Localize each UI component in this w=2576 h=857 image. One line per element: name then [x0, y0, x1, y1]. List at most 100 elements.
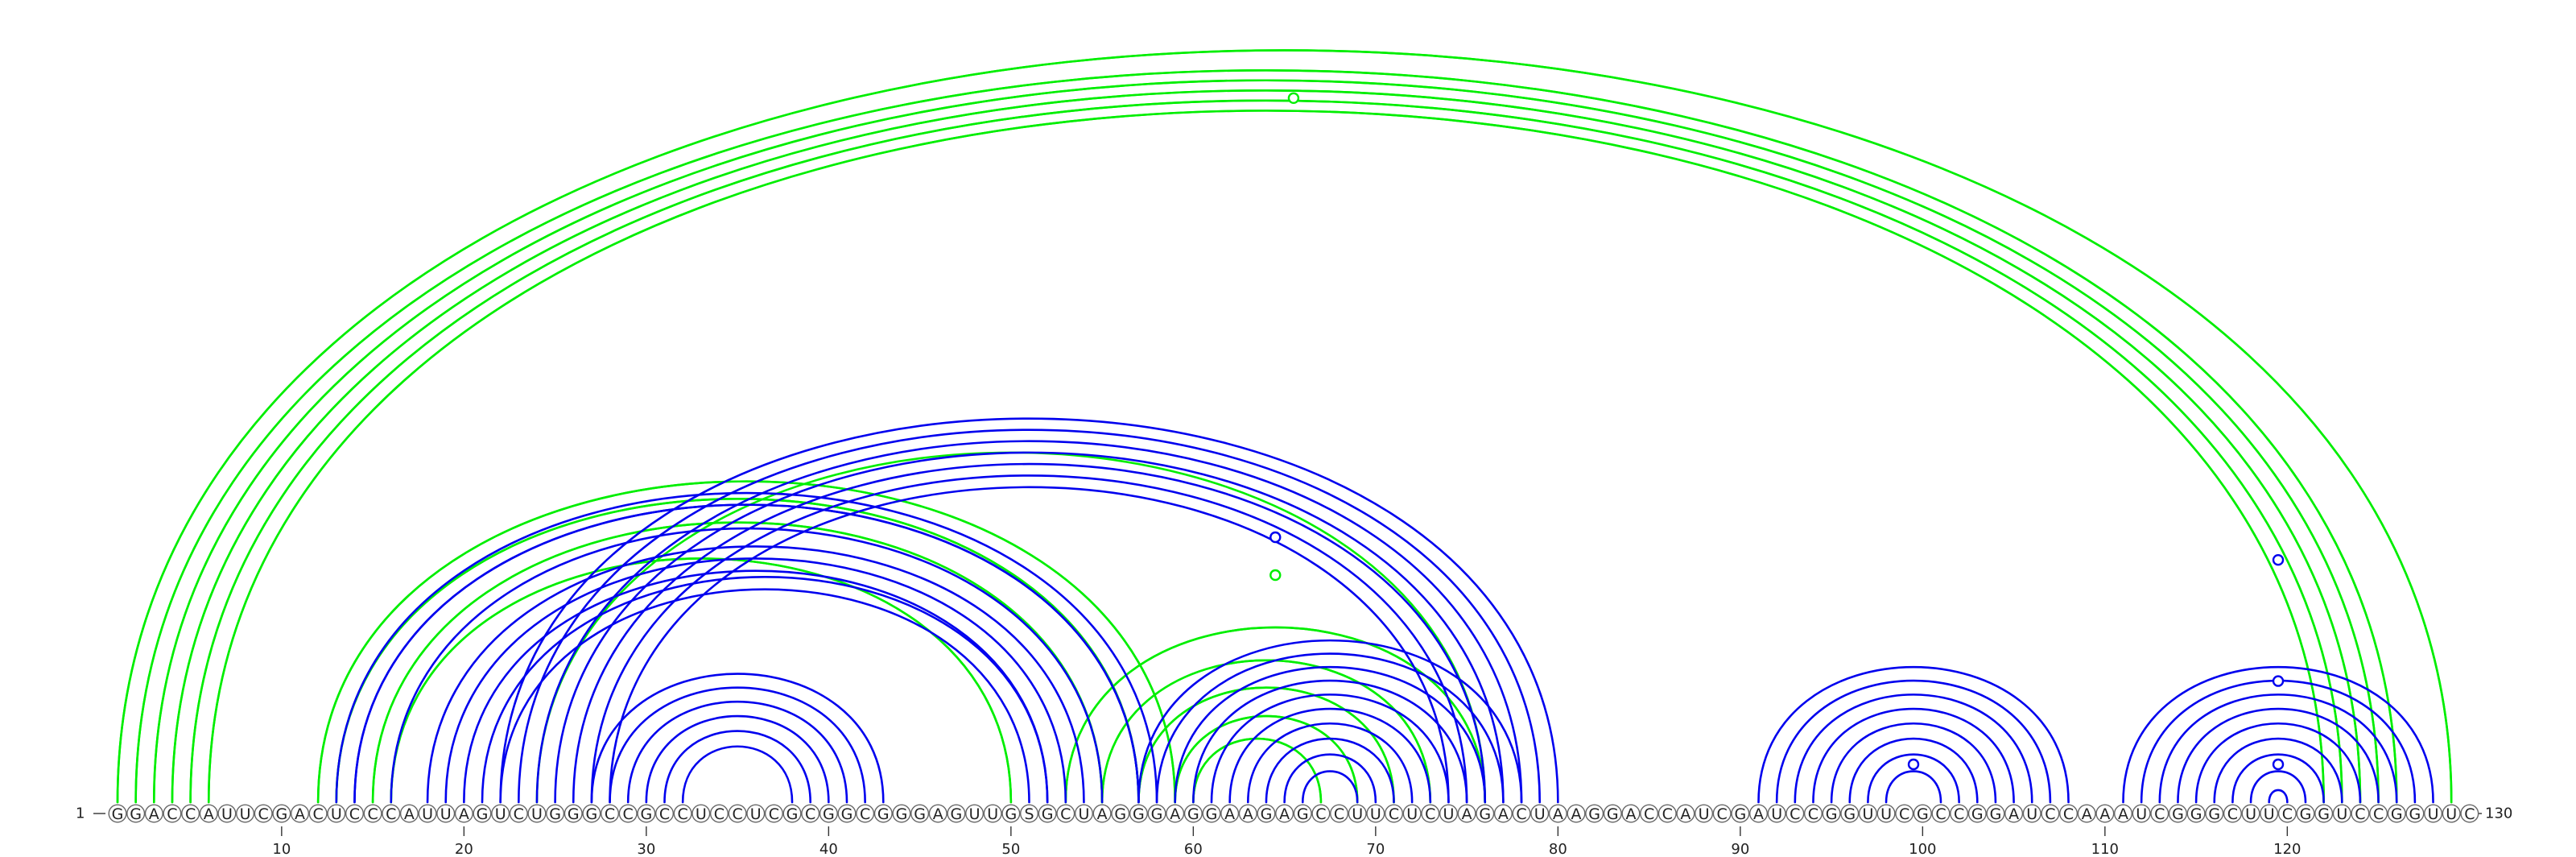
nucleotide-39: C	[801, 804, 820, 823]
svg-text:U: U	[1699, 805, 1710, 823]
arc-series2-112-127-41	[2140, 679, 2417, 804]
arc-series1-13-57-14	[335, 498, 1140, 804]
arc-series1-3-125-5	[153, 79, 2380, 804]
svg-text:C: C	[367, 805, 378, 823]
nucleotide-73: C	[1421, 804, 1440, 823]
arc-series2-58-77-23	[1155, 652, 1505, 804]
svg-text:A: A	[1224, 805, 1235, 823]
svg-text:G: G	[786, 805, 799, 823]
svg-text:C: C	[1516, 805, 1526, 823]
nucleotide-60: G	[1183, 804, 1203, 823]
nucleotide-59: A	[1166, 804, 1185, 823]
svg-text:A: A	[1462, 805, 1472, 823]
svg-text:A: A	[2118, 805, 2128, 823]
nucleotide-90: G	[1731, 804, 1750, 823]
arc-series1-59-69-28	[1174, 714, 1359, 804]
svg-text:C: C	[514, 805, 524, 823]
svg-text:A: A	[1279, 805, 1290, 823]
nucleotide-121: G	[2296, 804, 2315, 823]
svg-text:C: C	[2282, 805, 2293, 823]
nucleotide-36: U	[746, 804, 766, 823]
arc-series2-91-108-32	[1757, 666, 2070, 804]
nucleotide-91: A	[1748, 804, 1768, 823]
svg-text:C: C	[1899, 805, 1909, 823]
nucleotide-4: C	[163, 804, 182, 823]
nucleotide-23: C	[509, 804, 528, 823]
arc-series2-118-121-47	[2249, 770, 2307, 804]
arc-series2-19-53-5	[444, 557, 1067, 804]
nucleotide-119: U	[2260, 804, 2279, 823]
svg-text:C: C	[1790, 805, 1800, 823]
arc-series2-27-43-16	[590, 673, 885, 804]
nucleotide-26: G	[564, 804, 583, 823]
arc-series1-53-76-21	[1064, 626, 1487, 804]
svg-text:C: C	[1717, 805, 1728, 823]
arc-series2-22-80-9	[499, 417, 1559, 804]
svg-text:G: G	[1588, 805, 1600, 823]
nucleotide-70: U	[1366, 804, 1385, 823]
arc-marker-1	[1287, 92, 1300, 105]
nucleotide-95: G	[1822, 804, 1841, 823]
svg-text:G: G	[2190, 805, 2202, 823]
svg-text:U: U	[240, 805, 251, 823]
nucleotide-28: C	[601, 804, 620, 823]
svg-text:U: U	[1370, 805, 1381, 823]
nucleotide-104: G	[1986, 804, 2005, 823]
nucleotide-18: U	[418, 804, 437, 823]
nucleotide-30: G	[637, 804, 656, 823]
arc-series2-28-74-15	[609, 486, 1450, 804]
nucleotide-88: U	[1695, 804, 1714, 823]
svg-text:G: G	[1114, 805, 1126, 823]
nucleotide-93: C	[1785, 804, 1805, 823]
arc-series2-66-69-31	[1301, 770, 1359, 804]
nucleotide-82: G	[1585, 804, 1604, 823]
arc-series2-97-102-38	[1867, 753, 1960, 804]
nucleotide-101: C	[1931, 804, 1951, 823]
nucleotide-87: A	[1676, 804, 1695, 823]
svg-text:S: S	[1024, 805, 1034, 823]
arc-series2-27-75-14	[590, 474, 1468, 804]
arc-series1-12-59-13	[316, 480, 1176, 804]
svg-text:U: U	[969, 805, 980, 823]
svg-text:U: U	[440, 805, 452, 823]
arc-series2-61-74-26	[1210, 693, 1450, 804]
nucleotide-42: C	[856, 804, 875, 823]
arc-marker-6	[2272, 675, 2285, 687]
arc-series2-59-76-24	[1174, 666, 1487, 804]
svg-text:G: G	[1261, 805, 1273, 823]
nucleotide-45: G	[910, 804, 930, 823]
svg-text:G: G	[568, 805, 580, 823]
svg-text:G: G	[1151, 805, 1163, 823]
nucleotide-15: C	[363, 804, 382, 823]
svg-text:G: G	[2208, 805, 2220, 823]
nucleotide-67: C	[1311, 804, 1331, 823]
arc-series2-20-52-6	[463, 569, 1049, 804]
svg-text:U: U	[1406, 805, 1418, 823]
nucleotide-99: C	[1895, 804, 1914, 823]
svg-text:G: G	[896, 805, 908, 823]
svg-text:U: U	[1880, 805, 1892, 823]
nucleotide-17: A	[399, 804, 419, 823]
svg-text:A: A	[1753, 805, 1764, 823]
nucleotide-62: A	[1220, 804, 1240, 823]
nucleotide-9: C	[254, 804, 273, 823]
nucleotide-115: G	[2186, 804, 2206, 823]
svg-text:A: A	[1097, 805, 1108, 823]
nucleotide-32: C	[673, 804, 692, 823]
svg-text:U: U	[1352, 805, 1363, 823]
svg-text:U: U	[221, 805, 233, 823]
nucleotide-111: A	[2113, 804, 2132, 823]
nucleotide-83: G	[1603, 804, 1622, 823]
svg-text:C: C	[2227, 805, 2238, 823]
svg-text:C: C	[1935, 805, 1946, 823]
svg-text:C: C	[313, 805, 324, 823]
arc-series2-57-78-22	[1137, 639, 1523, 804]
nucleotide-21: G	[473, 804, 492, 823]
nucleotide-117: C	[2223, 804, 2242, 823]
svg-text:C: C	[1808, 805, 1818, 823]
tick-label-50: 50	[1001, 841, 1020, 857]
arc-marker-3	[1269, 569, 1282, 582]
nucleotide-71: C	[1384, 804, 1403, 823]
svg-text:A: A	[1170, 805, 1180, 823]
nucleotide-66: G	[1293, 804, 1312, 823]
